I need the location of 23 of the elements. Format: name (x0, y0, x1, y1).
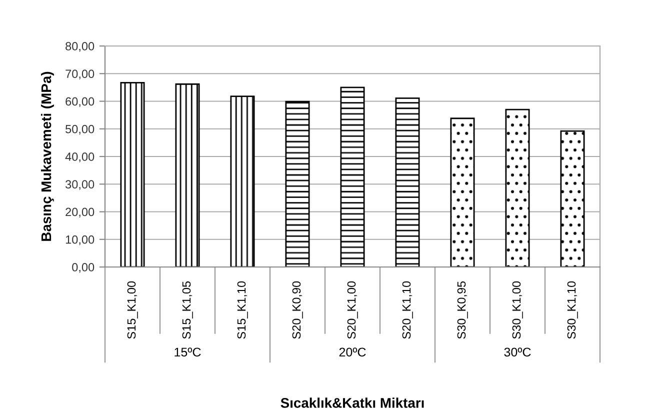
y-axis-title: Basınç Mukavemeti (MPa) (40, 72, 54, 241)
y-tick-label: 50,00 (66, 124, 94, 135)
x-tick-label: S15_K1,05 (182, 281, 193, 339)
y-tick-label: 80,00 (66, 42, 94, 52)
x-tick-label: S15_K1,00 (127, 281, 138, 339)
y-tick-label: 60,00 (66, 97, 94, 108)
y-tick-label: 0,00 (72, 263, 94, 273)
x-tick-label: S15_K1,10 (237, 281, 248, 339)
y-tick-label: 70,00 (66, 70, 94, 80)
x-tick-label: S30_K1,10 (567, 281, 578, 339)
text: 20ºC (339, 348, 366, 357)
y-tick-label: 40,00 (65, 152, 94, 162)
x-tick-label: S30_K0,95 (457, 281, 468, 339)
y-tick-label: 30,00 (65, 180, 94, 190)
x-tick-label: S20_K0,90 (292, 281, 303, 339)
x-tick-label: S20_K1,00 (347, 281, 358, 339)
y-tick-label: 20,00 (66, 208, 94, 218)
x-tick-label: S20_K1,10 (402, 281, 413, 339)
x-tick-label: S30_K1,00 (512, 281, 523, 339)
x-axis-title: Sıcaklık&Katkı Miktarı (280, 398, 424, 408)
y-tick-label: 10,00 (66, 235, 94, 246)
text: 15ºC (174, 348, 201, 357)
text: 30ºC (504, 348, 531, 357)
